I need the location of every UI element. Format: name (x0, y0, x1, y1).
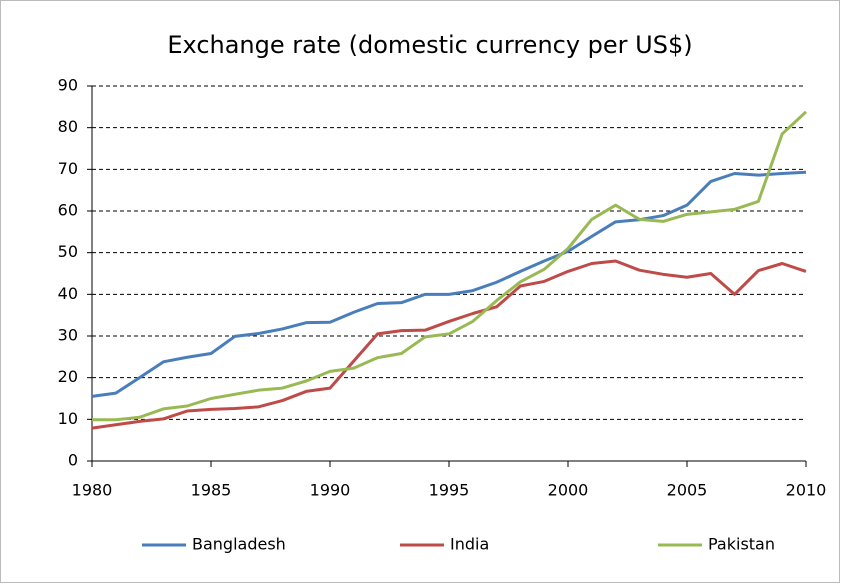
legend-label: Bangladesh (192, 535, 286, 554)
y-tick-label: 90 (58, 76, 78, 95)
y-tick-label: 80 (58, 117, 78, 136)
chart-title: Exchange rate (domestic currency per US$… (167, 31, 692, 59)
x-tick-label: 2000 (548, 481, 589, 500)
x-tick-label: 1995 (429, 481, 470, 500)
y-tick-label: 10 (58, 409, 78, 428)
y-tick-label: 50 (58, 242, 78, 261)
line (91, 259, 807, 430)
legend-label: Pakistan (708, 535, 775, 554)
y-tick-label: 70 (58, 159, 78, 178)
y-tick-label: 30 (58, 326, 78, 345)
line (91, 170, 807, 398)
line (92, 110, 808, 422)
y-tick-label: 60 (58, 201, 78, 220)
x-tick-label: 1980 (72, 481, 113, 500)
x-tick-label: 2005 (667, 481, 708, 500)
x-tick-label: 2010 (786, 481, 827, 500)
x-tick-label: 1985 (191, 481, 232, 500)
y-tick-label: 20 (58, 367, 78, 386)
x-tick-label: 1990 (310, 481, 351, 500)
y-tick-label: 0 (68, 451, 78, 470)
y-tick-label: 40 (58, 284, 78, 303)
legend-label: India (450, 535, 489, 554)
